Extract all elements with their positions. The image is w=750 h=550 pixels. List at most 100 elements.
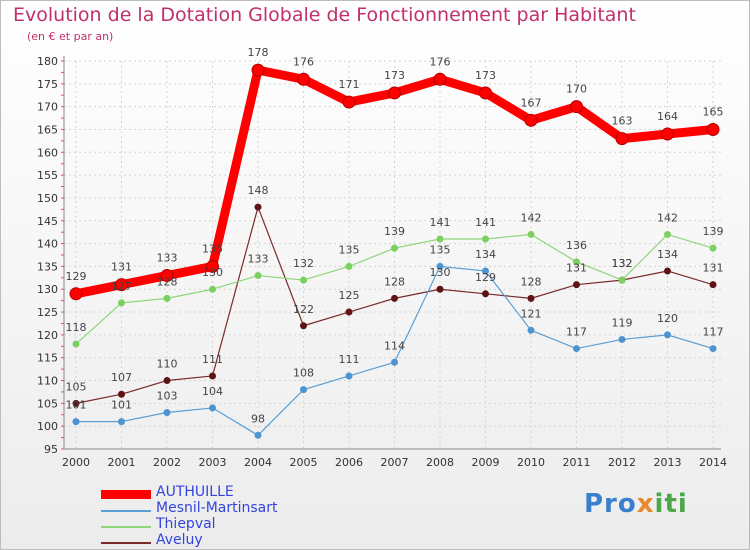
data-point-authuille [251, 63, 265, 77]
data-point-mesnil-martinsart [118, 418, 125, 426]
data-label-authuille: 135 [202, 242, 223, 255]
data-label-thiepval: 130 [202, 266, 223, 279]
data-point-authuille [160, 269, 174, 283]
legend-item-aveluy: Aveluy [101, 532, 361, 550]
data-point-thiepval [118, 299, 125, 307]
y-tick-label: 180 [37, 55, 58, 68]
data-label-aveluy: 131 [566, 262, 587, 275]
data-point-authuille [388, 86, 401, 100]
data-label-thiepval: 142 [521, 211, 542, 224]
data-label-authuille: 171 [339, 78, 360, 91]
legend-label: Thiepval [156, 516, 216, 532]
data-label-aveluy: 130 [430, 266, 451, 279]
y-tick-label: 105 [37, 397, 58, 410]
data-point-authuille [433, 72, 447, 86]
data-point-thiepval [527, 230, 535, 238]
x-tick-label: 2008 [426, 456, 454, 469]
data-label-aveluy: 122 [293, 303, 314, 316]
data-point-authuille [479, 86, 492, 100]
chart-subtitle: (en € et par an) [27, 30, 114, 43]
data-point-aveluy [118, 390, 125, 398]
data-label-mesnil-martinsart: 108 [293, 367, 314, 380]
data-label-thiepval: 133 [248, 253, 269, 266]
data-label-thiepval: 128 [157, 275, 178, 288]
data-point-aveluy [482, 290, 489, 298]
y-tick-label: 125 [37, 306, 58, 319]
legend: AUTHUILLE Mesnil-Martinsart Thiepval Aveluy [101, 484, 361, 550]
x-tick-label: 2001 [108, 456, 136, 469]
chart-title: Evolution de la Dotation Globale de Fonc… [13, 4, 636, 26]
data-point-mesnil-martinsart [345, 372, 353, 380]
data-label-authuille: 133 [157, 252, 178, 265]
data-point-authuille [661, 127, 674, 141]
data-point-aveluy [573, 281, 580, 289]
legend-swatch [101, 526, 151, 528]
y-tick-label: 165 [37, 123, 58, 136]
data-label-thiepval: 142 [657, 211, 678, 224]
data-label-thiepval: 141 [430, 216, 451, 229]
y-tick-label: 160 [37, 146, 58, 159]
y-tick-label: 110 [37, 375, 58, 388]
y-tick-label: 155 [37, 169, 58, 182]
data-point-aveluy [163, 377, 171, 385]
x-tick-label: 2007 [381, 456, 409, 469]
data-point-aveluy [664, 267, 671, 275]
x-tick-label: 2011 [563, 456, 591, 469]
y-tick-label: 120 [37, 329, 58, 342]
data-label-aveluy: 132 [612, 257, 633, 270]
data-label-authuille: 170 [566, 83, 587, 96]
legend-swatch [101, 510, 151, 512]
data-label-aveluy: 128 [521, 275, 542, 288]
data-label-mesnil-martinsart: 117 [703, 326, 724, 339]
data-label-aveluy: 134 [657, 248, 678, 261]
data-label-authuille: 176 [293, 55, 314, 68]
data-label-mesnil-martinsart: 134 [475, 248, 496, 261]
data-point-mesnil-martinsart [436, 262, 444, 270]
data-point-authuille [115, 278, 128, 292]
data-label-mesnil-martinsart: 98 [251, 412, 265, 425]
data-point-thiepval [254, 272, 262, 280]
data-point-thiepval [391, 244, 398, 252]
data-point-authuille [524, 113, 538, 127]
data-point-thiepval [709, 244, 717, 252]
y-tick-label: 130 [37, 283, 58, 296]
legend-label: Aveluy [156, 532, 203, 548]
data-label-mesnil-martinsart: 104 [202, 385, 223, 398]
y-tick-label: 115 [37, 352, 58, 365]
x-tick-label: 2014 [699, 456, 727, 469]
data-point-aveluy [300, 322, 307, 330]
data-label-aveluy: 125 [339, 289, 360, 302]
data-label-thiepval: 139 [703, 225, 724, 238]
data-label-authuille: 176 [430, 55, 451, 68]
y-tick-label: 140 [37, 238, 58, 251]
data-label-mesnil-martinsart: 121 [521, 307, 542, 320]
data-label-aveluy: 105 [66, 380, 87, 393]
data-label-aveluy: 107 [111, 371, 132, 384]
x-tick-label: 2013 [654, 456, 682, 469]
x-tick-label: 2000 [62, 456, 90, 469]
data-label-thiepval: 132 [293, 257, 314, 270]
data-point-thiepval [482, 235, 489, 243]
data-label-authuille: 163 [612, 115, 633, 128]
legend-swatch [101, 490, 151, 499]
legend-label: AUTHUILLE [156, 484, 234, 500]
data-point-mesnil-martinsart [618, 335, 626, 343]
y-tick-label: 95 [44, 443, 58, 456]
data-point-mesnil-martinsart [527, 326, 535, 334]
data-label-aveluy: 110 [157, 358, 178, 371]
data-point-mesnil-martinsart [300, 386, 307, 394]
data-label-authuille: 164 [657, 110, 678, 123]
data-point-aveluy [209, 372, 216, 380]
data-label-thiepval: 132 [612, 257, 633, 270]
x-tick-label: 2004 [244, 456, 272, 469]
data-point-thiepval [300, 276, 307, 284]
x-tick-label: 2006 [335, 456, 363, 469]
data-point-mesnil-martinsart [482, 267, 489, 275]
data-label-mesnil-martinsart: 111 [339, 353, 360, 366]
data-point-aveluy [391, 294, 398, 302]
data-label-thiepval: 127 [111, 280, 132, 293]
data-label-authuille: 165 [703, 105, 724, 118]
data-point-mesnil-martinsart [391, 358, 398, 366]
data-label-authuille: 129 [66, 270, 87, 283]
